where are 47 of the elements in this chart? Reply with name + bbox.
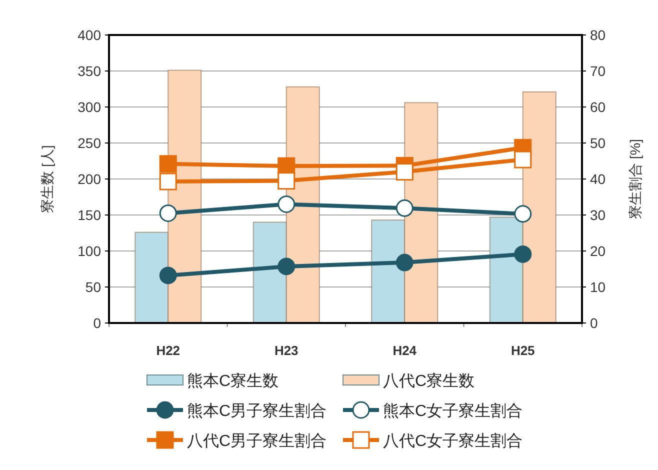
point — [159, 172, 177, 190]
bar — [371, 220, 406, 324]
y2-tick-label: 30 — [590, 207, 606, 223]
y2-tick-label: 50 — [590, 135, 606, 151]
x-tick-label: H23 — [274, 343, 298, 358]
point — [159, 155, 177, 173]
point — [396, 163, 414, 181]
legend-label: 八代C寮生数 — [383, 372, 475, 390]
point — [278, 195, 296, 213]
y2-tick-label: 0 — [590, 315, 598, 331]
x-tick-label: H24 — [392, 343, 418, 358]
point — [278, 258, 296, 276]
x-tick-label: H22 — [156, 343, 180, 358]
point — [396, 199, 414, 217]
y2-tick-label: 20 — [590, 243, 606, 259]
legend-label: 八代C男子寮生割合 — [187, 432, 327, 450]
point — [514, 205, 532, 223]
bar — [134, 232, 169, 324]
point — [396, 254, 414, 272]
y-tick-label: 150 — [78, 207, 102, 223]
legend-label: 八代C女子寮生割合 — [383, 432, 523, 450]
y2-axis-title: 寮生割合 [%] — [627, 138, 643, 220]
bar — [522, 91, 556, 324]
point — [278, 172, 296, 190]
point — [514, 150, 532, 168]
y2-tick-label: 80 — [590, 27, 606, 43]
y-axis-title: 寮生数 [人] — [39, 145, 55, 213]
point — [159, 266, 177, 284]
y2-tick-label: 70 — [590, 63, 606, 79]
legend-label: 熊本C寮生数 — [187, 372, 279, 390]
y2-tick-label: 40 — [590, 171, 606, 187]
y-tick-label: 350 — [78, 63, 102, 79]
y-tick-label: 250 — [78, 135, 102, 151]
y-tick-label: 100 — [78, 243, 102, 259]
point — [159, 204, 177, 222]
y2-tick-label: 10 — [590, 279, 606, 295]
bar — [252, 222, 287, 324]
y2-tick-label: 60 — [590, 99, 606, 115]
legend-label: 熊本C女子寮生割合 — [383, 402, 523, 420]
point — [514, 245, 532, 263]
x-tick-label: H25 — [510, 343, 535, 358]
y-tick-label: 400 — [78, 27, 102, 43]
y-tick-label: 0 — [93, 315, 102, 331]
y-tick-label: 50 — [85, 279, 102, 295]
y-tick-label: 300 — [78, 99, 102, 115]
y-tick-label: 200 — [78, 171, 102, 187]
legend-label: 熊本C男子寮生割合 — [187, 402, 327, 420]
